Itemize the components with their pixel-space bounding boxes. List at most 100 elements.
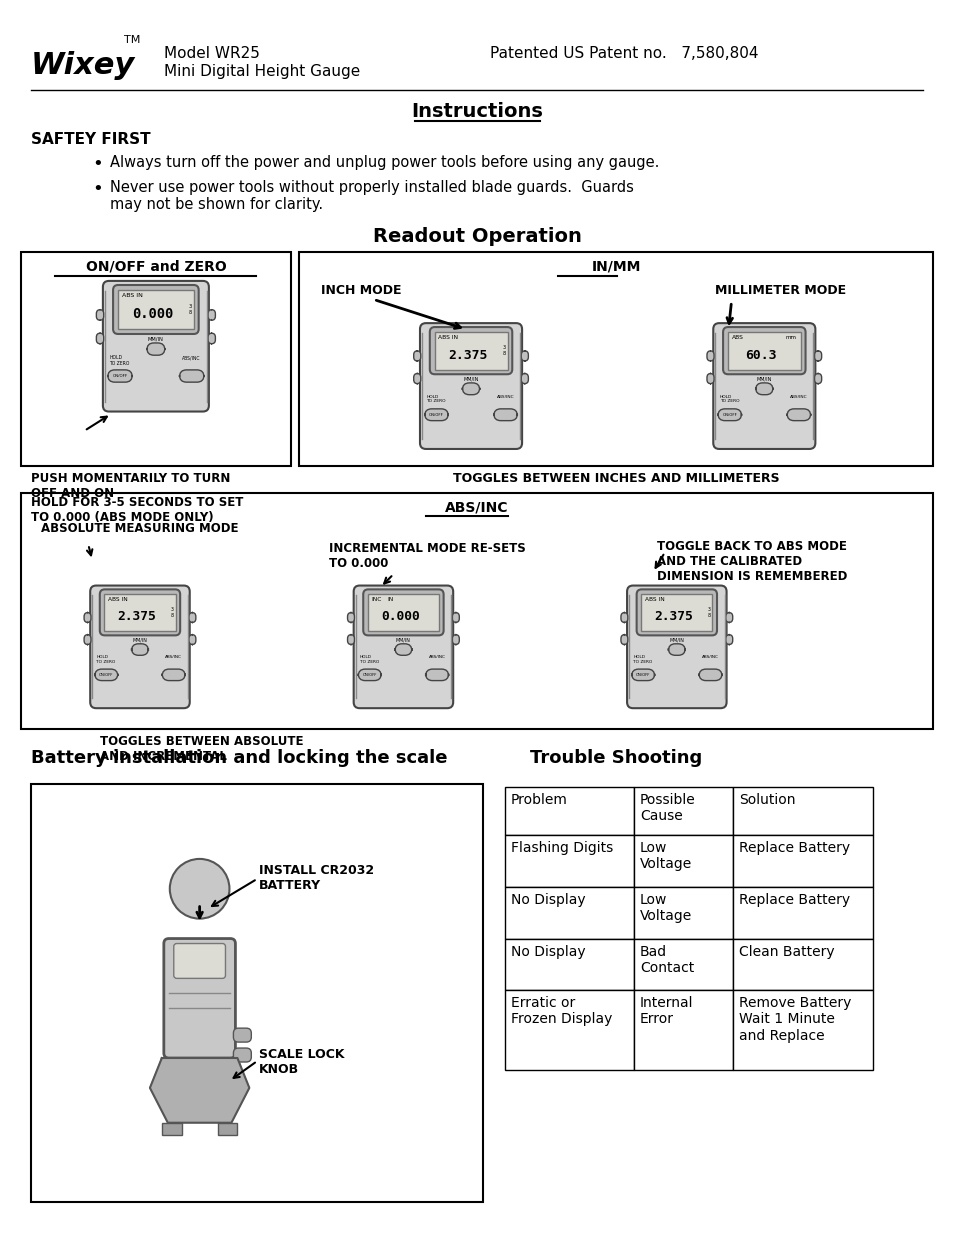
Bar (30, 784, 482, 1203)
Text: MM/IN: MM/IN (463, 377, 478, 382)
FancyBboxPatch shape (706, 373, 713, 384)
FancyBboxPatch shape (84, 635, 91, 645)
Text: 2.375: 2.375 (654, 610, 693, 624)
FancyBboxPatch shape (520, 373, 528, 384)
FancyBboxPatch shape (452, 613, 458, 622)
Bar (733, 835, 872, 887)
FancyBboxPatch shape (96, 310, 104, 320)
Text: INC: INC (372, 597, 382, 601)
FancyBboxPatch shape (173, 944, 225, 978)
Text: Never use power tools without properly installed blade guards.  Guards
may not b: Never use power tools without properly i… (110, 180, 634, 212)
Text: HOLD
TO ZERO: HOLD TO ZERO (719, 395, 739, 404)
FancyBboxPatch shape (718, 409, 740, 421)
FancyBboxPatch shape (162, 669, 185, 680)
Text: Erratic or
Frozen Display: Erratic or Frozen Display (510, 997, 612, 1026)
FancyBboxPatch shape (94, 669, 117, 680)
Text: MM/IN: MM/IN (148, 336, 164, 341)
Text: Model WR25: Model WR25 (164, 46, 259, 61)
FancyBboxPatch shape (358, 669, 381, 680)
FancyBboxPatch shape (414, 351, 420, 361)
Text: ON/OFF: ON/OFF (112, 374, 128, 378)
Text: ABSOLUTE MEASURING MODE: ABSOLUTE MEASURING MODE (41, 522, 238, 536)
Text: 60.3: 60.3 (744, 348, 776, 362)
Text: ABS/INC: ABS/INC (428, 656, 445, 659)
FancyBboxPatch shape (699, 669, 721, 680)
Text: Clean Battery: Clean Battery (739, 945, 834, 958)
Text: IN/MM: IN/MM (591, 259, 640, 274)
Text: ABS: ABS (731, 335, 743, 340)
FancyBboxPatch shape (347, 613, 355, 622)
Text: HOLD
TO ZERO: HOLD TO ZERO (110, 356, 130, 366)
Text: Wixey: Wixey (30, 51, 134, 79)
Text: MM/IN: MM/IN (395, 637, 411, 642)
Bar (434, 332, 507, 369)
Text: INCH MODE: INCH MODE (320, 284, 401, 296)
Text: INSTALL CR2032
BATTERY: INSTALL CR2032 BATTERY (259, 864, 374, 892)
Bar (504, 835, 634, 887)
FancyBboxPatch shape (363, 589, 443, 635)
FancyBboxPatch shape (96, 333, 104, 343)
FancyBboxPatch shape (108, 370, 132, 382)
FancyBboxPatch shape (631, 669, 654, 680)
Text: HOLD
TO ZERO: HOLD TO ZERO (633, 656, 652, 664)
Text: ON/OFF: ON/OFF (429, 412, 443, 416)
Bar (21, 252, 291, 466)
FancyBboxPatch shape (84, 613, 91, 622)
Text: No Display: No Display (510, 945, 585, 958)
FancyBboxPatch shape (430, 327, 512, 374)
Text: IN: IN (387, 597, 394, 601)
FancyBboxPatch shape (494, 409, 517, 421)
FancyBboxPatch shape (722, 327, 804, 374)
Text: 2.375: 2.375 (117, 610, 156, 624)
Bar (368, 594, 438, 631)
Text: ON/OFF: ON/OFF (636, 673, 650, 677)
Text: Always turn off the power and unplug power tools before using any gauge.: Always turn off the power and unplug pow… (110, 156, 659, 170)
Text: Replace Battery: Replace Battery (739, 893, 850, 906)
Text: Flashing Digits: Flashing Digits (510, 841, 613, 855)
Text: 2.375: 2.375 (448, 348, 487, 362)
Text: Solution: Solution (739, 793, 795, 808)
FancyBboxPatch shape (620, 635, 627, 645)
Text: MM/IN: MM/IN (132, 637, 148, 642)
Text: 0.000: 0.000 (132, 308, 173, 321)
FancyBboxPatch shape (520, 351, 528, 361)
FancyBboxPatch shape (208, 310, 215, 320)
FancyBboxPatch shape (424, 409, 448, 421)
Text: Mini Digital Height Gauge: Mini Digital Height Gauge (164, 64, 359, 79)
Bar (733, 887, 872, 939)
Text: •: • (92, 180, 103, 198)
Text: ABS IN: ABS IN (438, 335, 458, 340)
Bar (181, 866, 217, 878)
Text: ABS IN: ABS IN (122, 293, 143, 298)
FancyBboxPatch shape (132, 643, 149, 656)
Text: MILLIMETER MODE: MILLIMETER MODE (714, 284, 845, 296)
FancyBboxPatch shape (179, 370, 204, 382)
Text: HOLD
TO ZERO: HOLD TO ZERO (426, 395, 445, 404)
Text: TOGGLES BETWEEN ABSOLUTE
AND INCREMENTAL: TOGGLES BETWEEN ABSOLUTE AND INCREMENTAL (100, 736, 303, 763)
Bar (634, 835, 733, 887)
Bar (118, 290, 193, 329)
Bar (634, 887, 733, 939)
Text: 0.000: 0.000 (380, 610, 419, 624)
Bar (634, 939, 733, 990)
Bar (217, 1123, 237, 1135)
FancyBboxPatch shape (233, 1049, 251, 1062)
FancyBboxPatch shape (755, 383, 772, 395)
Text: Remove Battery
Wait 1 Minute
and Replace: Remove Battery Wait 1 Minute and Replace (739, 997, 851, 1042)
Text: Instructions: Instructions (411, 103, 542, 121)
Text: ON/OFF and ZERO: ON/OFF and ZERO (86, 259, 226, 274)
Text: MM/IN: MM/IN (669, 637, 683, 642)
FancyBboxPatch shape (347, 635, 355, 645)
Text: HOLD
TO ZERO: HOLD TO ZERO (96, 656, 115, 664)
FancyBboxPatch shape (208, 333, 215, 343)
Text: Trouble Shooting: Trouble Shooting (529, 750, 701, 767)
FancyBboxPatch shape (419, 324, 521, 450)
Text: TM: TM (124, 35, 140, 44)
Text: ABS/INC: ABS/INC (445, 500, 508, 515)
Text: ON/OFF: ON/OFF (99, 673, 113, 677)
Text: ABS/INC: ABS/INC (497, 395, 514, 399)
Text: 3
8: 3 8 (502, 346, 505, 356)
Bar (104, 594, 175, 631)
Bar (634, 990, 733, 1070)
Bar (504, 787, 634, 835)
